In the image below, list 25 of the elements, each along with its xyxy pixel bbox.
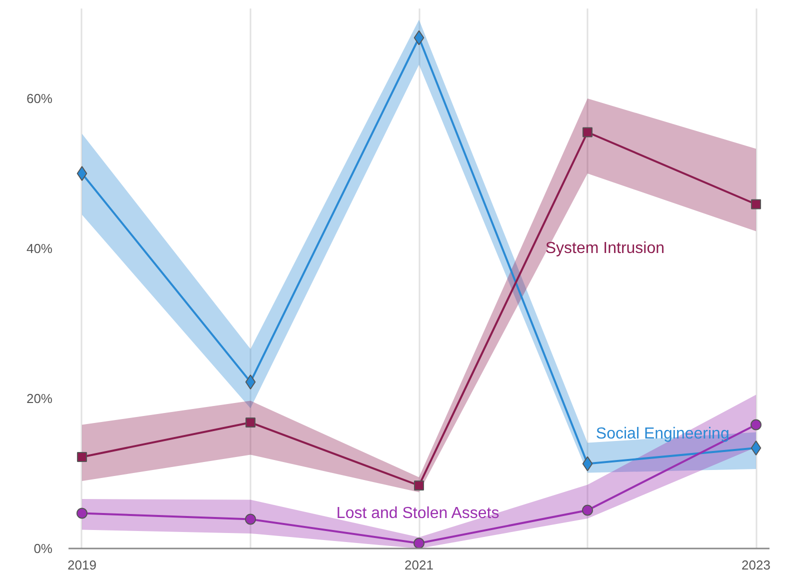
x-tick-label: 2023 [742, 558, 770, 572]
point [582, 456, 593, 472]
point [414, 30, 424, 46]
y-tick-label: 20% [26, 391, 53, 406]
y-tick-label: 60% [26, 91, 53, 106]
series-label: Social Engineering [596, 425, 730, 442]
x-tick-label: 2021 [404, 558, 434, 572]
point [245, 374, 256, 390]
point [76, 508, 88, 519]
point [244, 514, 256, 525]
point [245, 418, 256, 428]
point [76, 452, 87, 462]
x-tick-label: 2019 [68, 558, 96, 572]
point [582, 504, 594, 516]
point [751, 199, 762, 210]
point [414, 538, 424, 548]
point [414, 480, 424, 490]
y-tick-label: 0% [34, 541, 53, 556]
point [76, 166, 88, 181]
series-label: System Intrusion [545, 240, 665, 257]
point [750, 440, 762, 456]
series-label: Lost and Stolen Assets [336, 504, 500, 522]
point [750, 419, 762, 430]
y-tick-label: 40% [26, 241, 53, 256]
point [582, 127, 593, 138]
